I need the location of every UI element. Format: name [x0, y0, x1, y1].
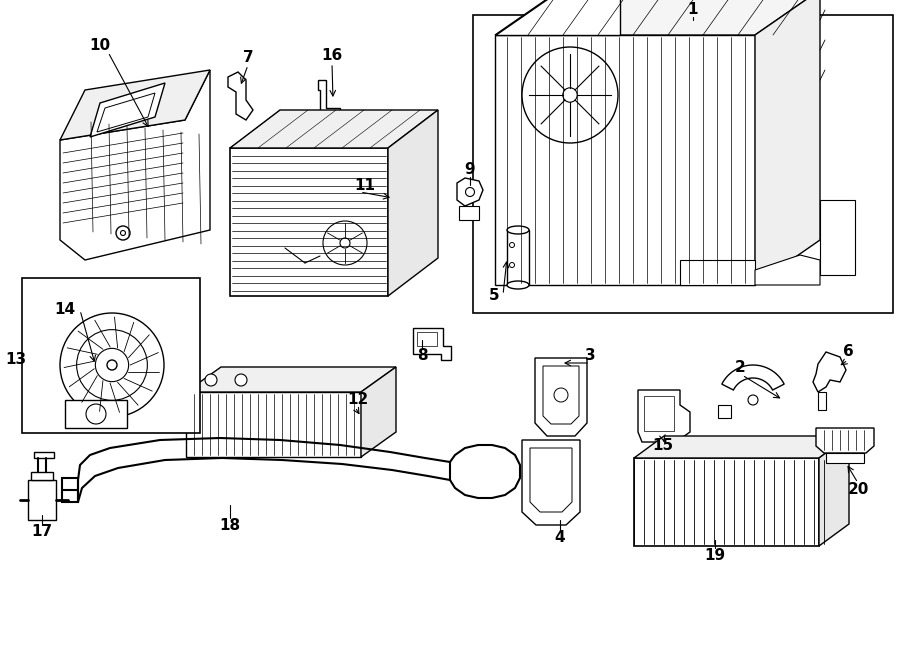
Circle shape	[509, 262, 515, 268]
Text: 10: 10	[89, 38, 111, 52]
Polygon shape	[818, 392, 826, 410]
Polygon shape	[722, 365, 784, 390]
Text: 3: 3	[585, 348, 595, 362]
Polygon shape	[634, 458, 819, 546]
Polygon shape	[230, 110, 438, 148]
Polygon shape	[813, 352, 846, 392]
Polygon shape	[634, 436, 849, 458]
Polygon shape	[388, 110, 438, 296]
Bar	[31, 472, 53, 480]
Polygon shape	[535, 358, 587, 436]
Polygon shape	[459, 206, 479, 220]
Text: 15: 15	[652, 438, 673, 453]
Polygon shape	[60, 70, 210, 260]
Circle shape	[562, 88, 577, 102]
Circle shape	[116, 226, 130, 240]
Bar	[507, 230, 529, 285]
Circle shape	[748, 395, 758, 405]
Circle shape	[554, 388, 568, 402]
Text: 2: 2	[734, 360, 745, 375]
Text: 18: 18	[220, 518, 240, 533]
Text: 9: 9	[464, 163, 475, 178]
Circle shape	[509, 243, 515, 247]
Polygon shape	[97, 93, 155, 132]
Circle shape	[76, 330, 148, 401]
Polygon shape	[718, 405, 731, 418]
Ellipse shape	[507, 226, 529, 234]
Polygon shape	[819, 436, 849, 546]
Polygon shape	[361, 367, 396, 457]
Circle shape	[522, 47, 618, 143]
Polygon shape	[186, 392, 361, 457]
Polygon shape	[495, 35, 755, 285]
Polygon shape	[522, 440, 580, 525]
Polygon shape	[816, 428, 874, 453]
Circle shape	[107, 360, 117, 370]
Circle shape	[95, 348, 129, 381]
Polygon shape	[495, 0, 820, 35]
Bar	[28, 480, 56, 520]
Circle shape	[465, 188, 474, 196]
Text: 13: 13	[5, 352, 27, 368]
Text: 4: 4	[554, 529, 565, 545]
Polygon shape	[318, 80, 350, 135]
Circle shape	[121, 231, 125, 235]
Bar	[34, 452, 54, 458]
Polygon shape	[413, 328, 451, 360]
Bar	[62, 478, 78, 502]
Circle shape	[340, 238, 350, 248]
Ellipse shape	[507, 281, 529, 289]
Text: 14: 14	[54, 303, 76, 317]
Text: 11: 11	[355, 178, 375, 192]
Polygon shape	[90, 83, 165, 137]
Bar	[417, 332, 437, 346]
Text: 20: 20	[847, 483, 868, 498]
Text: 19: 19	[705, 547, 725, 563]
Polygon shape	[680, 260, 755, 285]
Circle shape	[86, 404, 106, 424]
Polygon shape	[495, 0, 620, 35]
Text: 17: 17	[32, 524, 52, 539]
Polygon shape	[60, 70, 210, 140]
Circle shape	[205, 374, 217, 386]
Polygon shape	[826, 453, 864, 463]
Circle shape	[60, 313, 164, 417]
Text: 1: 1	[688, 3, 698, 17]
Polygon shape	[228, 72, 253, 120]
Bar	[644, 396, 674, 431]
Circle shape	[323, 221, 367, 265]
Text: 8: 8	[417, 348, 428, 362]
Circle shape	[653, 412, 665, 424]
Polygon shape	[543, 366, 579, 424]
Bar	[65, 400, 127, 428]
Text: 5: 5	[489, 288, 500, 303]
Text: 16: 16	[321, 48, 343, 63]
Text: 12: 12	[347, 393, 369, 407]
Polygon shape	[530, 448, 572, 512]
Text: 7: 7	[243, 50, 253, 65]
Bar	[22, 278, 200, 433]
Polygon shape	[457, 178, 483, 206]
Bar	[473, 15, 893, 313]
Text: 6: 6	[842, 344, 853, 360]
Polygon shape	[186, 367, 396, 392]
Polygon shape	[820, 200, 855, 275]
Polygon shape	[755, 255, 820, 285]
Polygon shape	[230, 148, 388, 296]
Polygon shape	[755, 0, 820, 285]
Circle shape	[235, 374, 247, 386]
Polygon shape	[638, 390, 690, 442]
